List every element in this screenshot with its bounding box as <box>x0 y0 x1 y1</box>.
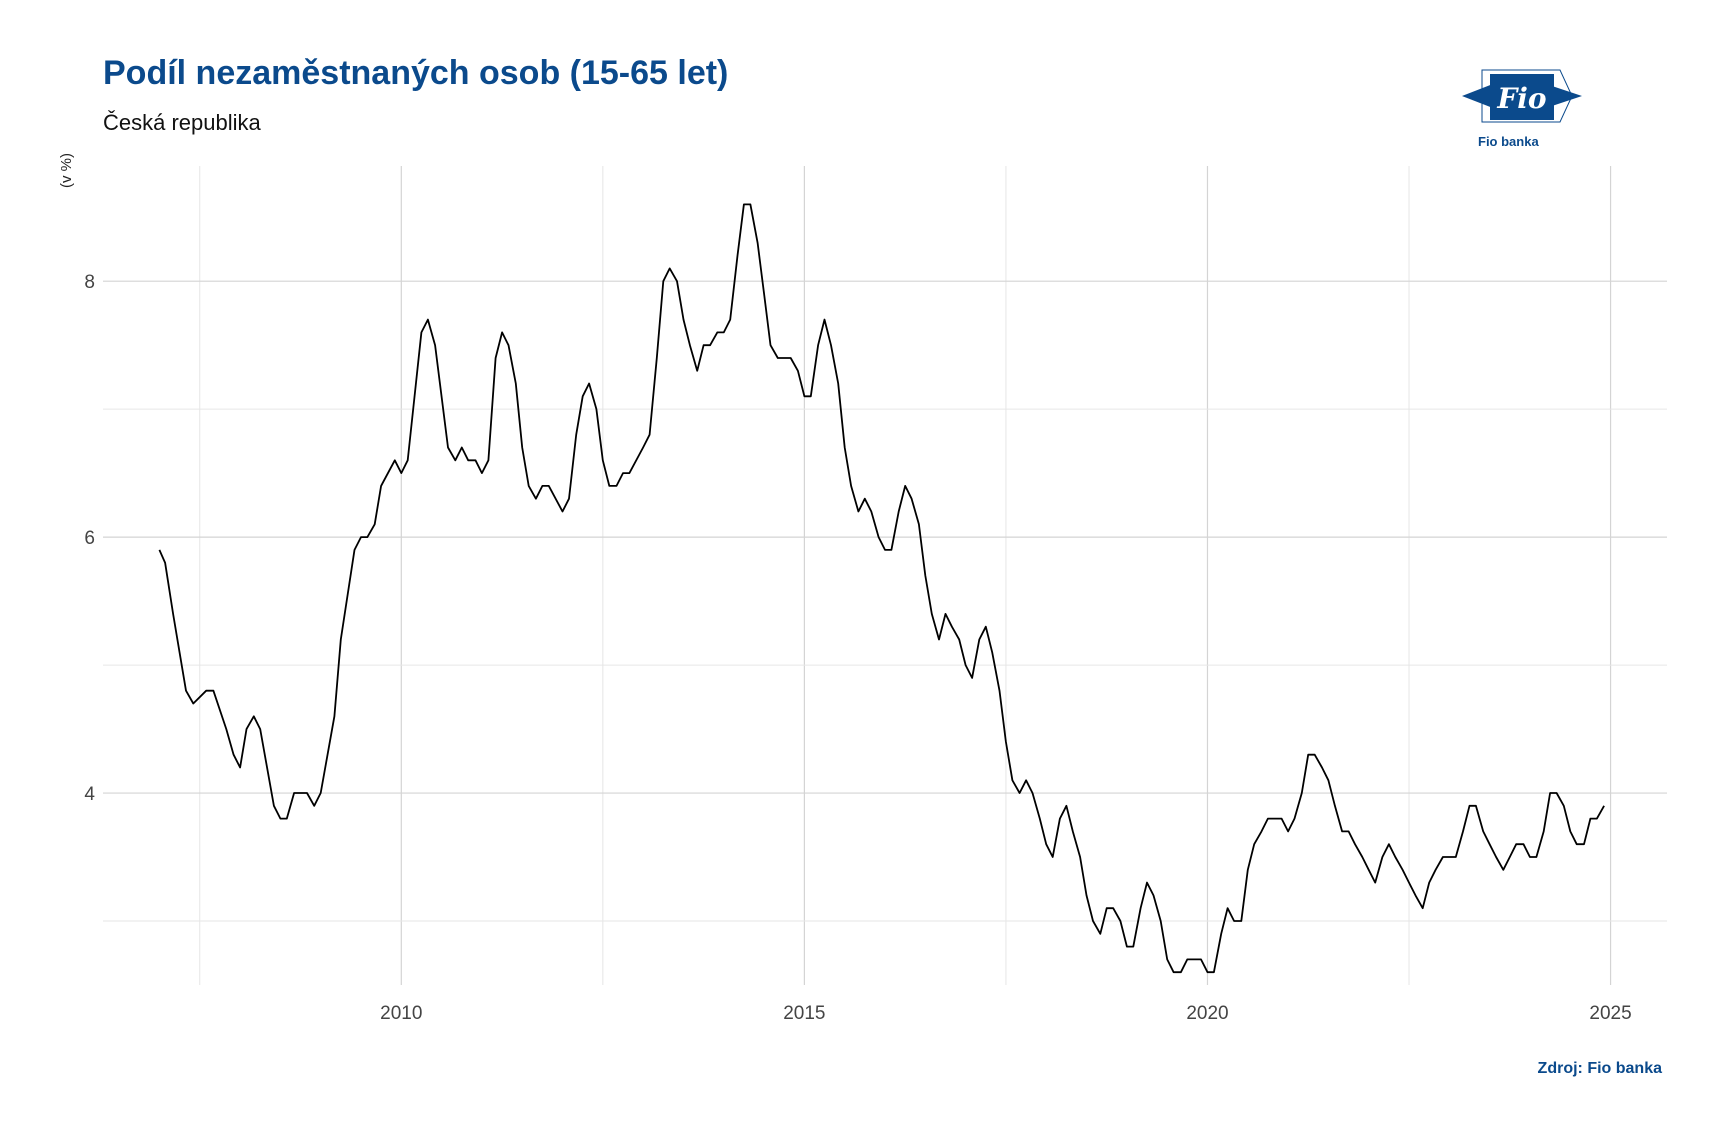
y-axis-ticks: 4 6 8 <box>84 272 95 805</box>
x-tick-label: 2020 <box>1186 1003 1228 1024</box>
logo-text: Fio banka <box>1478 134 1539 149</box>
x-axis-ticks: 2010 2015 2020 2025 <box>380 1003 1632 1024</box>
y-tick-label: 6 <box>84 528 95 549</box>
fio-banka-logo: Fio <box>1462 69 1582 123</box>
x-tick-label: 2010 <box>380 1003 422 1024</box>
logo-mark: Fio <box>1496 82 1546 115</box>
grid-lines <box>103 166 1667 985</box>
chart-subtitle: Česká republika <box>103 110 261 135</box>
chart-title: Podíl nezaměstnaných osob (15-65 let) <box>103 54 729 92</box>
y-tick-label: 8 <box>84 272 95 293</box>
source-note: Zdroj: Fio banka <box>1537 1060 1662 1077</box>
x-tick-label: 2025 <box>1589 1003 1631 1024</box>
x-tick-label: 2015 <box>783 1003 825 1024</box>
y-tick-label: 4 <box>84 784 95 805</box>
series-line <box>158 203 1605 974</box>
